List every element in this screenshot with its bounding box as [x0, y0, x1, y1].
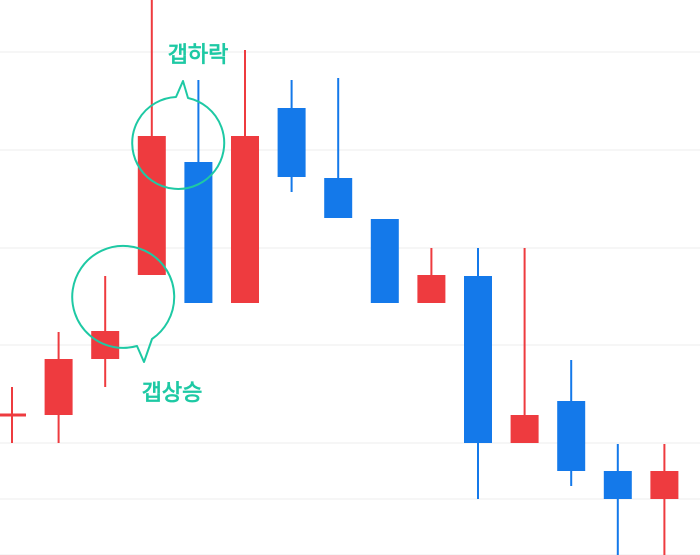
- candle: [510, 248, 539, 443]
- gap-down-callout-bubble: [131, 80, 226, 190]
- candle-body: [417, 275, 446, 303]
- candle: [137, 0, 166, 275]
- candle: [417, 248, 446, 303]
- gap-up-annotation: 갭상승: [71, 244, 203, 406]
- candle-body: [324, 178, 353, 218]
- gap-down-label: 갭하락: [168, 43, 229, 68]
- candle: [277, 80, 306, 192]
- candle: [0, 387, 26, 443]
- gap-down-annotation: 갭하락: [131, 43, 229, 190]
- candle-body: [231, 136, 259, 303]
- candle-body: [557, 401, 586, 471]
- candle-body: [277, 108, 306, 177]
- candle-body: [370, 219, 399, 303]
- candle-body: [510, 415, 539, 443]
- candle-body: [603, 471, 632, 499]
- candle: [557, 360, 586, 486]
- candle: [324, 78, 353, 218]
- candle-body: [137, 136, 166, 275]
- gap-up-label: 갭상승: [142, 381, 203, 406]
- candle: [650, 444, 679, 555]
- candles: [0, 0, 679, 555]
- candle-body: [464, 276, 492, 443]
- candle-body: [184, 162, 213, 303]
- candle: [603, 444, 632, 555]
- candle: [91, 276, 120, 387]
- candle-body: [0, 413, 26, 417]
- candle-body: [44, 359, 73, 415]
- candle: [231, 50, 259, 303]
- candle: [370, 219, 399, 303]
- candle: [464, 248, 492, 499]
- candle: [44, 332, 73, 443]
- gap-up-callout-bubble: [71, 244, 176, 363]
- candle-body: [650, 471, 679, 499]
- candle: [184, 80, 213, 303]
